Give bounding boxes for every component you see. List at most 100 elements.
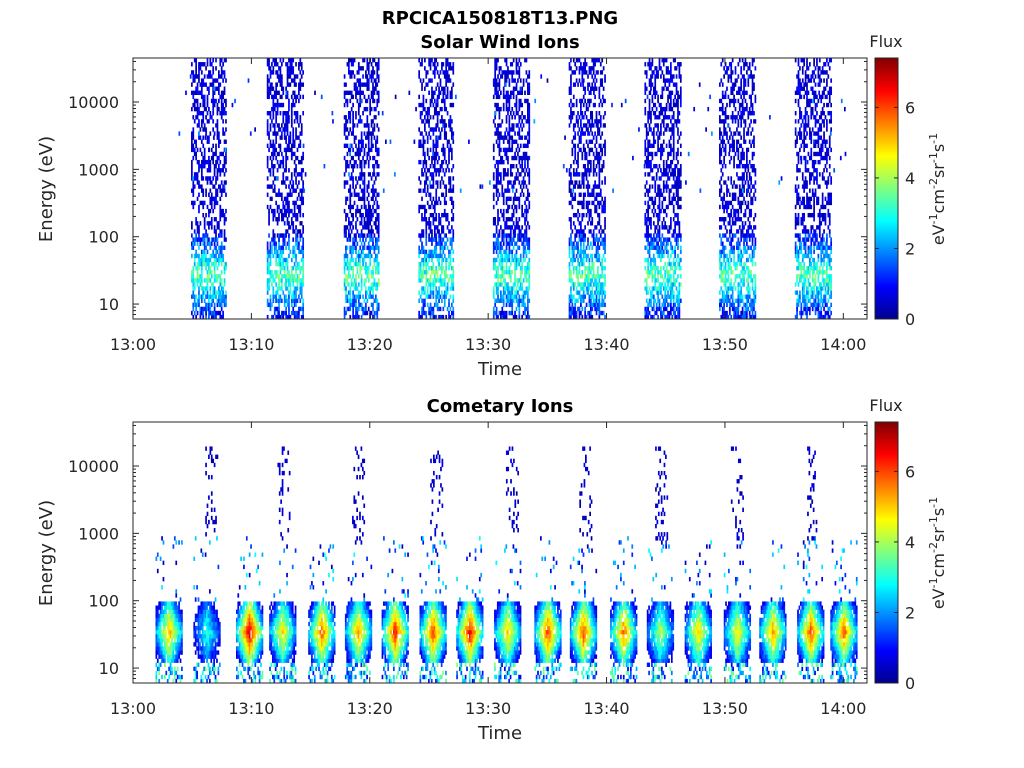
heatmap-cell xyxy=(209,307,211,311)
heatmap-cell xyxy=(445,270,447,274)
heatmap-cell xyxy=(445,295,447,299)
heatmap-cell xyxy=(224,221,226,225)
heatmap-cell xyxy=(281,197,283,201)
heatmap-cell xyxy=(345,286,347,290)
heatmap-cell xyxy=(191,168,193,172)
heatmap-cell xyxy=(597,250,599,254)
heatmap-cell xyxy=(215,233,217,237)
heatmap-cell xyxy=(511,250,513,254)
heatmap-cell xyxy=(209,266,211,270)
heatmap-cell xyxy=(359,209,361,213)
heatmap-cell xyxy=(351,91,353,95)
heatmap-cell xyxy=(212,70,214,74)
heatmap-cell xyxy=(209,290,211,294)
heatmap-cell xyxy=(526,250,528,254)
heatmap-cell xyxy=(603,286,605,290)
heatmap-cell xyxy=(586,172,588,176)
heatmap-cell xyxy=(649,172,651,176)
heatmap-cell xyxy=(425,217,427,221)
heatmap-cell xyxy=(376,70,378,74)
heatmap-cell xyxy=(205,189,207,193)
heatmap-cell xyxy=(506,266,508,270)
heatmap-cell xyxy=(345,233,347,237)
heatmap-cell xyxy=(513,209,515,213)
heatmap-cell xyxy=(282,201,284,205)
heatmap-cell xyxy=(225,127,227,131)
heatmap-cell xyxy=(445,242,447,246)
heatmap-cell xyxy=(650,225,652,229)
heatmap-cell xyxy=(650,262,652,266)
heatmap-cell xyxy=(580,246,582,250)
heatmap-cell xyxy=(576,311,578,315)
heatmap-cell xyxy=(282,160,284,164)
heatmap-cell xyxy=(579,266,581,270)
heatmap-cell xyxy=(442,193,444,197)
heatmap-cell xyxy=(593,229,595,233)
heatmap-cell xyxy=(497,237,499,241)
heatmap-cell xyxy=(570,189,572,193)
heatmap-cell xyxy=(577,123,579,127)
heatmap-cell xyxy=(298,123,300,127)
heatmap-cell xyxy=(274,311,276,315)
heatmap-cell xyxy=(212,58,214,62)
heatmap-cell xyxy=(580,221,582,225)
heatmap-cell xyxy=(520,144,522,148)
heatmap-cell xyxy=(282,217,284,221)
heatmap-cell xyxy=(441,299,443,303)
heatmap-cell xyxy=(574,307,576,311)
heatmap-cell xyxy=(520,62,522,66)
heatmap-cell xyxy=(301,123,303,127)
heatmap-cell xyxy=(573,111,575,115)
heatmap-cell xyxy=(291,209,293,213)
heatmap-cell xyxy=(574,225,576,229)
heatmap-cell xyxy=(444,172,446,176)
heatmap-cell xyxy=(647,237,649,241)
heatmap-cell xyxy=(577,82,579,86)
heatmap-cell xyxy=(570,74,572,78)
heatmap-cell xyxy=(301,221,303,225)
heatmap-cell xyxy=(372,66,374,70)
heatmap-cell xyxy=(596,209,598,213)
heatmap-cell xyxy=(378,58,380,62)
heatmap-cell xyxy=(603,299,605,303)
heatmap-cell xyxy=(212,144,214,148)
heatmap-cell xyxy=(208,119,210,123)
heatmap-cell xyxy=(362,237,364,241)
heatmap-cell xyxy=(596,140,598,144)
heatmap-cell xyxy=(218,70,220,74)
heatmap-cell xyxy=(364,176,366,180)
heatmap-cell xyxy=(604,205,606,209)
heatmap-cell xyxy=(292,66,294,70)
heatmap-cell xyxy=(583,299,585,303)
heatmap-cell xyxy=(198,160,200,164)
heatmap-cell xyxy=(287,197,289,201)
heatmap-cell xyxy=(649,254,651,258)
heatmap-cell xyxy=(378,233,380,237)
heatmap-cell xyxy=(447,91,449,95)
panel-title-solar: Solar Wind Ions xyxy=(420,32,579,53)
heatmap-cell xyxy=(291,95,293,99)
heatmap-cell xyxy=(590,160,592,164)
heatmap-cell xyxy=(202,205,204,209)
heatmap-cell xyxy=(209,176,211,180)
heatmap-cell xyxy=(207,286,209,290)
heatmap-cell xyxy=(495,111,497,115)
heatmap-cell xyxy=(192,270,194,274)
heatmap-cell xyxy=(448,299,450,303)
heatmap-cell xyxy=(604,225,606,229)
heatmap-cell xyxy=(569,184,571,188)
heatmap-cell xyxy=(598,111,600,115)
heatmap-cell xyxy=(526,213,528,217)
heatmap-cell xyxy=(598,95,600,99)
heatmap-cell xyxy=(499,111,501,115)
heatmap-cell xyxy=(375,107,377,111)
heatmap-cell xyxy=(275,242,277,246)
heatmap-cell xyxy=(378,237,380,241)
heatmap-cell xyxy=(584,193,586,197)
heatmap-cell xyxy=(524,246,526,250)
heatmap-cell xyxy=(597,266,599,270)
heatmap-cell xyxy=(214,91,216,95)
heatmap-cell xyxy=(424,123,426,127)
heatmap-cell xyxy=(225,156,227,160)
heatmap-cell xyxy=(349,160,351,164)
